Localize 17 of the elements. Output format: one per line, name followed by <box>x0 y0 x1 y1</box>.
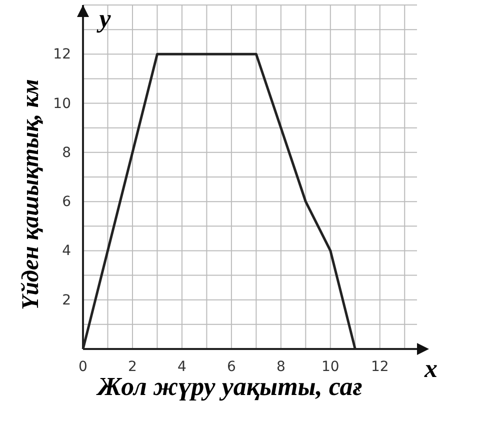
x-tick-label: 0 <box>78 358 88 375</box>
x-tick-label: 8 <box>276 358 286 375</box>
y-axis-title: Үйден қашықтық, км <box>18 79 44 310</box>
x-tick-label: 4 <box>178 358 186 375</box>
y-tick-label: 2 <box>62 292 71 308</box>
y-tick-label: 8 <box>62 144 71 161</box>
annotation: y <box>96 4 112 33</box>
y-tick-label: 10 <box>53 96 71 112</box>
x-tick-label: 12 <box>370 358 389 375</box>
x-tick-label: 6 <box>226 358 236 375</box>
y-tick-label: 6 <box>62 194 72 210</box>
x-tick-label: 2 <box>128 358 137 375</box>
y-tick-label: 4 <box>62 243 72 260</box>
y-tick-label: 12 <box>53 46 71 63</box>
x-axis-title: Жол жүру уақыты, сағ <box>96 372 362 401</box>
x-tick-label: 10 <box>321 358 340 375</box>
text: x <box>424 354 438 383</box>
